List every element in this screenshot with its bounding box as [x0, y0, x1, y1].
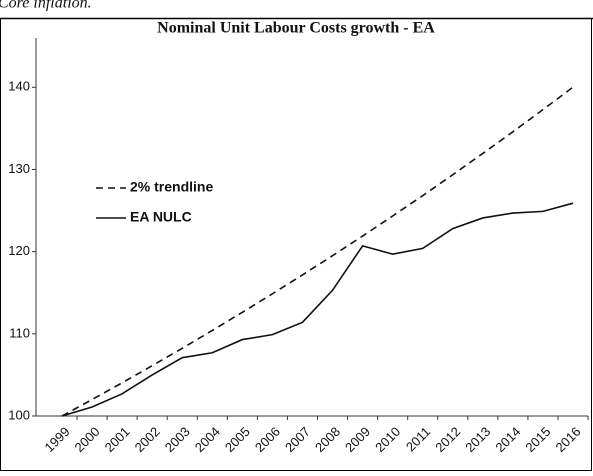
x-tick-label: 2003 [162, 424, 193, 455]
chart-title: Nominal Unit Labour Costs growth - EA [157, 20, 435, 37]
x-tick-label: 2011 [403, 424, 433, 454]
legend-label: 2% trendline [130, 179, 213, 195]
x-tick-label: 2014 [492, 424, 523, 455]
x-tick-label: 2010 [372, 424, 403, 455]
x-tick-label: 2016 [552, 424, 583, 455]
legend-label: EA NULC [130, 209, 192, 225]
x-tick-label: 2001 [102, 424, 133, 455]
x-tick-label: 2002 [132, 424, 163, 455]
x-tick-label: 2015 [522, 424, 553, 455]
x-tick-label: 2009 [342, 424, 373, 455]
x-tick-label: 2006 [252, 424, 283, 455]
frame [0, 18, 592, 471]
y-tick-label: 140 [8, 79, 30, 94]
y-tick-label: 130 [8, 161, 30, 176]
x-tick-label: 2013 [462, 424, 493, 455]
x-tick-label: 1999 [41, 424, 72, 455]
x-tick-label: 2007 [282, 424, 313, 455]
y-tick-label: 120 [8, 243, 30, 258]
x-tick-label: 2012 [432, 424, 463, 455]
series-line [61, 86, 574, 417]
y-tick-label: 100 [8, 407, 30, 422]
series-line [61, 202, 574, 417]
y-tick-label: 110 [9, 325, 30, 340]
x-tick-label: 2008 [312, 424, 343, 455]
header-text: Core inflation. [0, 0, 92, 12]
x-tick-label: 2005 [222, 424, 253, 455]
x-tick-label: 2004 [192, 424, 223, 455]
x-tick-label: 2000 [72, 424, 103, 455]
